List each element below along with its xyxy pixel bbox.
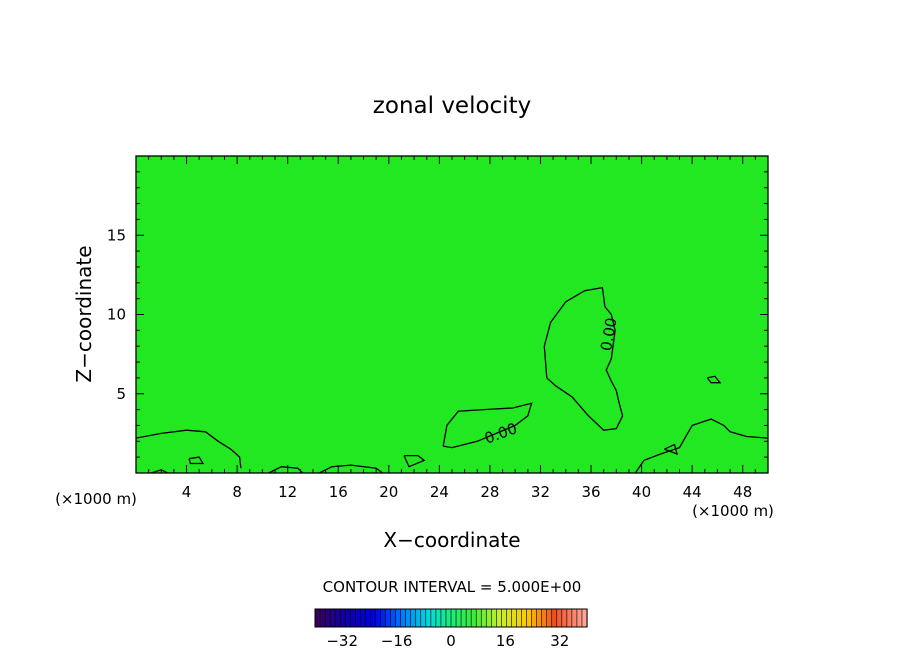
x-unit-right: (×1000 m): [692, 502, 774, 520]
colorbar-swatch: [415, 608, 422, 628]
colorbar-tick-label: 16: [496, 632, 515, 650]
contour-interval-text: CONTOUR INTERVAL = 5.000E+00: [323, 578, 582, 596]
x-axis-ticks: 4 8 12 16 20 24 28 32 36 40 44 48: [148, 156, 756, 501]
y-tick-label: 10: [107, 306, 126, 324]
contour-line-zero: [442, 402, 533, 449]
colorbar-swatch: [430, 608, 437, 628]
x-tick-label: 24: [430, 483, 449, 501]
colorbar-swatch: [400, 608, 407, 628]
colorbar-swatch: [334, 608, 341, 628]
colorbar-swatch: [324, 608, 331, 628]
contour-line-zero: [319, 464, 383, 473]
colorbar-swatch: [496, 608, 502, 628]
colorbar-swatch: [511, 608, 518, 628]
colorbar-tick-label: −32: [326, 632, 358, 650]
colorbar-swatch: [354, 608, 361, 628]
colorbar-swatch: [506, 608, 513, 628]
contour-line-zero: [403, 454, 426, 468]
colorbar-swatch: [581, 608, 588, 628]
colorbar-swatch: [445, 608, 452, 628]
colorbar-swatch: [576, 608, 583, 628]
x-tick-label: 32: [531, 483, 550, 501]
colorbar-swatch: [425, 608, 432, 628]
colorbar-swatch: [566, 608, 573, 628]
x-tick-label: 8: [232, 483, 242, 501]
colorbar-swatch: [395, 608, 402, 628]
contour-line-zero: [188, 456, 205, 465]
x-tick-label: 40: [632, 483, 651, 501]
colorbar-swatch: [516, 608, 523, 628]
colorbar-swatch: [551, 608, 558, 628]
colorbar-swatch: [385, 608, 392, 628]
x-tick-label: 20: [379, 483, 398, 501]
colorbar-swatch: [370, 608, 377, 628]
colorbar-swatch: [475, 608, 482, 628]
contour-line-zero: [543, 286, 624, 431]
colorbar-swatch: [556, 608, 563, 628]
y-axis-label: Z−coordinate: [72, 245, 96, 382]
y-tick-label: 15: [107, 226, 126, 244]
contour-label: 0.00: [597, 316, 621, 352]
x-tick-label: 44: [683, 483, 702, 501]
colorbar-ticks: −32 −16 0 16 32: [326, 632, 569, 650]
colorbar-swatch: [435, 608, 442, 628]
colorbar-swatch: [531, 608, 538, 628]
contour-line-zero: [706, 375, 722, 384]
x-unit-left: (×1000 m): [55, 490, 137, 508]
colorbar: [314, 608, 588, 628]
colorbar-swatch: [349, 608, 356, 628]
contour-line-zero: [664, 443, 678, 456]
contour-line-zero: [634, 418, 768, 473]
colorbar-swatch: [485, 608, 492, 628]
plot-area: 0.000.00: [136, 156, 768, 473]
colorbar-swatch: [440, 608, 447, 628]
colorbar-swatch: [501, 608, 508, 628]
x-tick-label: 4: [182, 483, 192, 501]
colorbar-swatch: [571, 608, 578, 628]
colorbar-swatch: [360, 608, 366, 628]
x-tick-label: 28: [480, 483, 499, 501]
colorbar-swatch: [465, 608, 472, 628]
colorbar-swatch: [405, 608, 412, 628]
colorbar-swatch: [526, 608, 533, 628]
colorbar-swatch: [536, 608, 543, 628]
x-tick-label: 16: [329, 483, 348, 501]
zero-contours: [136, 286, 768, 473]
colorbar-swatch: [339, 608, 346, 628]
colorbar-swatch: [344, 608, 351, 628]
velocity-field: [136, 156, 768, 473]
colorbar-swatch: [329, 608, 336, 628]
y-axis-ticks: 5 10 15: [107, 171, 768, 458]
y-tick-label: 5: [116, 385, 126, 403]
x-tick-label: 48: [733, 483, 752, 501]
colorbar-swatch: [460, 608, 467, 628]
colorbar-tick-label: −16: [381, 632, 413, 650]
colorbar-swatch: [380, 608, 387, 628]
colorbar-swatch: [314, 608, 321, 628]
colorbar-swatch: [455, 608, 462, 628]
colorbar-swatch: [490, 608, 497, 628]
colorbar-swatch: [390, 608, 397, 628]
colorbar-swatch: [470, 608, 477, 628]
colorbar-swatch: [561, 608, 568, 628]
colorbar-frame: [314, 608, 588, 628]
colorbar-swatch: [541, 608, 548, 628]
chart-title: zonal velocity: [373, 93, 531, 119]
colorbar-swatch: [450, 608, 457, 628]
colorbar-swatch: [546, 608, 553, 628]
colorbar-tick-label: 0: [446, 632, 456, 650]
contour-line-zero: [136, 429, 242, 469]
x-tick-label: 36: [581, 483, 600, 501]
colorbar-swatch: [365, 608, 372, 628]
colorbar-swatch: [319, 608, 326, 628]
colorbar-tick-label: 32: [550, 632, 569, 650]
colorbar-swatch: [480, 608, 487, 628]
x-tick-label: 12: [278, 483, 297, 501]
colorbar-swatch: [420, 608, 427, 628]
x-axis-label: X−coordinate: [383, 528, 520, 552]
colorbar-swatch: [410, 608, 417, 628]
colorbar-swatch: [375, 608, 382, 628]
colorbar-swatch: [521, 608, 528, 628]
